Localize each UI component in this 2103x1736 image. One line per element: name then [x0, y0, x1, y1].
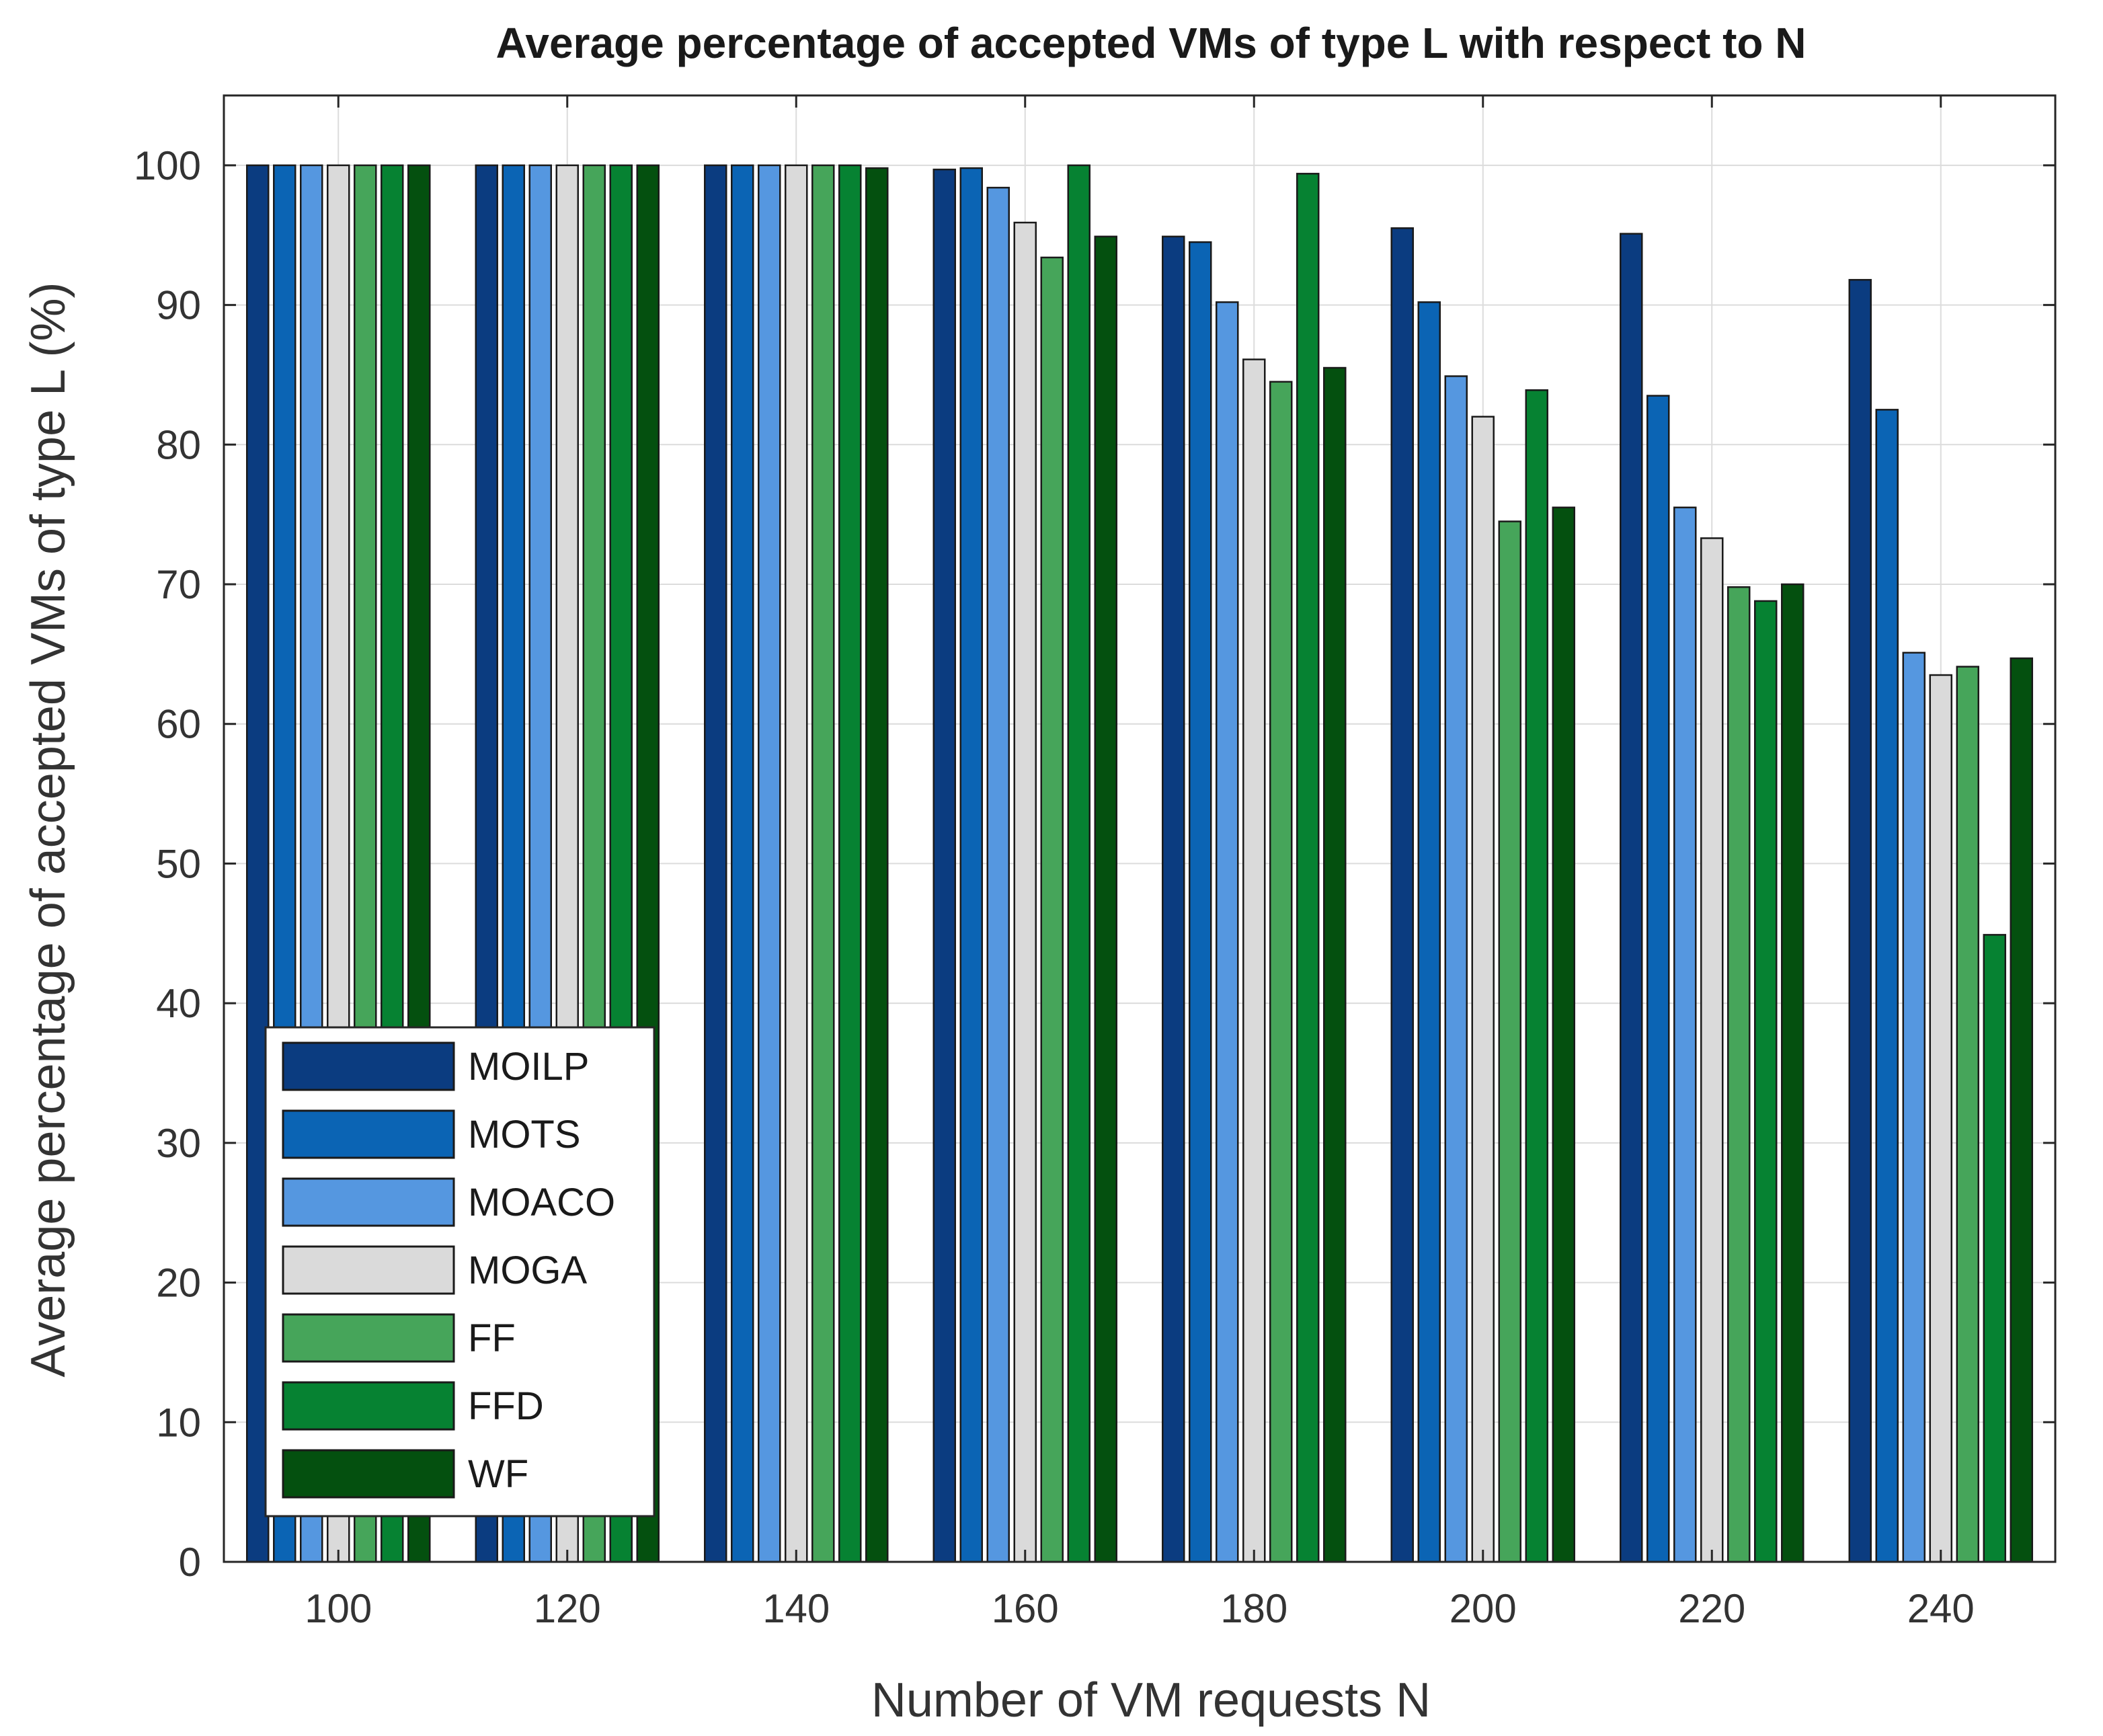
bar-ffd-240: [1983, 934, 2006, 1563]
bar-moilp-240: [1848, 278, 1872, 1563]
legend-label-moaco: MOACO: [468, 1181, 615, 1224]
legend-label-ffd: FFD: [468, 1384, 544, 1428]
bar-moilp-200: [1390, 227, 1414, 1563]
bar-ff-140: [811, 164, 835, 1563]
plot-area-frame: [223, 94, 2057, 1563]
bar-moilp-180: [1162, 235, 1185, 1563]
legend-swatch-mots: [282, 1109, 455, 1159]
y-tick-label: 80: [156, 422, 201, 467]
bar-moaco-220: [1673, 506, 1697, 1563]
y-tick-label: 20: [156, 1261, 201, 1306]
y-tick-label: 60: [156, 702, 201, 747]
bar-moga-140: [785, 164, 808, 1563]
bar-wf-160: [1094, 235, 1117, 1563]
x-tick-label: 240: [1907, 1586, 1975, 1631]
bar-mots-180: [1189, 241, 1212, 1563]
legend-swatch-moilp: [282, 1041, 455, 1091]
bar-mots-200: [1417, 301, 1441, 1563]
bar-mots-140: [731, 164, 754, 1563]
y-axis-label: Average percentage of accepted VMs of ty…: [22, 282, 75, 1378]
x-axis-ticks: 100 120 140 160 180 200 220 240: [305, 95, 1975, 1631]
bar-moilp-160: [933, 168, 956, 1563]
bar-ffd-140: [838, 164, 862, 1563]
x-axis-label: Number of VM requests N: [871, 1673, 1431, 1727]
x-tick-label: 100: [305, 1586, 372, 1631]
y-tick-label: 40: [156, 981, 201, 1026]
bar-ff-240: [1956, 666, 1979, 1563]
bar-moga-240: [1929, 674, 1952, 1563]
legend-label-mots: MOTS: [468, 1113, 581, 1156]
x-tick-label: 200: [1450, 1586, 1517, 1631]
legend-label-wf: WF: [468, 1452, 528, 1496]
bar-moaco-160: [986, 186, 1010, 1563]
bar-mots-240: [1875, 409, 1899, 1563]
legend-swatch-ffd: [282, 1381, 455, 1431]
bar-moga-200: [1471, 416, 1495, 1563]
bar-wf-240: [2010, 657, 2033, 1563]
x-tick-label: 140: [762, 1586, 830, 1631]
legend-label-moilp: MOILP: [468, 1045, 590, 1089]
bar-moilp-140: [704, 164, 727, 1563]
bar-ff-180: [1269, 381, 1293, 1563]
chart-title: Average percentage of accepted VMs of ty…: [496, 19, 1807, 67]
bar-moga-180: [1242, 358, 1266, 1563]
legend-swatch-wf: [282, 1449, 455, 1499]
y-tick-label: 90: [156, 283, 201, 328]
legend-label-moga: MOGA: [468, 1249, 588, 1292]
bar-ffd-220: [1754, 600, 1778, 1563]
x-tick-label: 120: [534, 1586, 601, 1631]
bar-moaco-200: [1444, 375, 1468, 1563]
bar-ffd-180: [1296, 173, 1320, 1563]
bar-wf-220: [1781, 583, 1804, 1563]
bar-ff-200: [1498, 520, 1521, 1563]
bar-ffd-200: [1525, 389, 1548, 1563]
bar-mots-160: [959, 167, 983, 1563]
legend-swatch-ff: [282, 1313, 455, 1363]
y-tick-label: 70: [156, 562, 201, 607]
y-axis-ticks: 0 10 20 30 40 50 60 70 80 90 100: [134, 143, 2055, 1585]
bar-moaco-240: [1902, 652, 1926, 1563]
x-tick-label: 180: [1220, 1586, 1287, 1631]
bar-moaco-140: [758, 164, 781, 1563]
legend-swatch-moaco: [282, 1177, 455, 1227]
bar-mots-220: [1646, 395, 1670, 1563]
bar-wf-180: [1323, 366, 1347, 1563]
legend-swatch-moga: [282, 1245, 455, 1295]
bar-ff-220: [1727, 586, 1751, 1563]
y-tick-label: 0: [179, 1540, 201, 1585]
y-tick-label: 50: [156, 841, 201, 886]
x-tick-label: 220: [1678, 1586, 1745, 1631]
bar-moga-160: [1013, 221, 1037, 1563]
legend-label-ff: FF: [468, 1316, 516, 1360]
y-tick-label: 30: [156, 1121, 201, 1166]
bar-wf-200: [1552, 506, 1575, 1563]
bar-moaco-180: [1216, 301, 1239, 1563]
bar-moilp-220: [1620, 233, 1643, 1563]
bar-wf-140: [865, 167, 889, 1563]
bar-ffd-160: [1067, 164, 1090, 1563]
legend: MOILP MOTS MOACO MOGA FF FFD WF: [264, 1026, 656, 1517]
y-tick-label: 100: [134, 143, 201, 188]
bar-moga-220: [1700, 537, 1724, 1563]
bar-ff-160: [1040, 256, 1064, 1563]
x-tick-label: 160: [992, 1586, 1059, 1631]
y-tick-label: 10: [156, 1400, 201, 1445]
